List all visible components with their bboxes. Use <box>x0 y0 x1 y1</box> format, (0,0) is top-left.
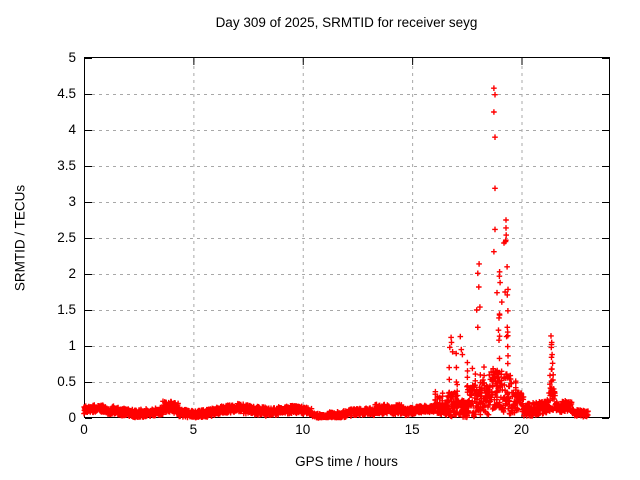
x-tick-label: 0 <box>80 422 88 437</box>
x-tick-label: 10 <box>295 422 311 437</box>
y-tick-label: 0 <box>68 410 76 425</box>
y-tick-label: 5 <box>68 50 76 65</box>
x-tick-label: 5 <box>189 422 198 437</box>
y-tick-label: 3 <box>68 194 76 209</box>
x-tick-label: 15 <box>404 422 420 437</box>
chart-title: Day 309 of 2025, SRMTID for receiver sey… <box>215 15 478 30</box>
x-axis-label: GPS time / hours <box>295 454 398 469</box>
y-tick-label: 4.5 <box>57 86 76 101</box>
y-tick-label: 2 <box>68 266 76 281</box>
y-tick-label: 1.5 <box>57 302 76 317</box>
y-tick-label: 3.5 <box>57 158 76 173</box>
y-tick-label: 4 <box>68 122 76 137</box>
y-tick-label: 0.5 <box>57 374 76 389</box>
y-tick-label: 2.5 <box>57 230 76 245</box>
x-tick-label: 20 <box>513 422 530 437</box>
y-tick-label: 1 <box>68 338 76 353</box>
